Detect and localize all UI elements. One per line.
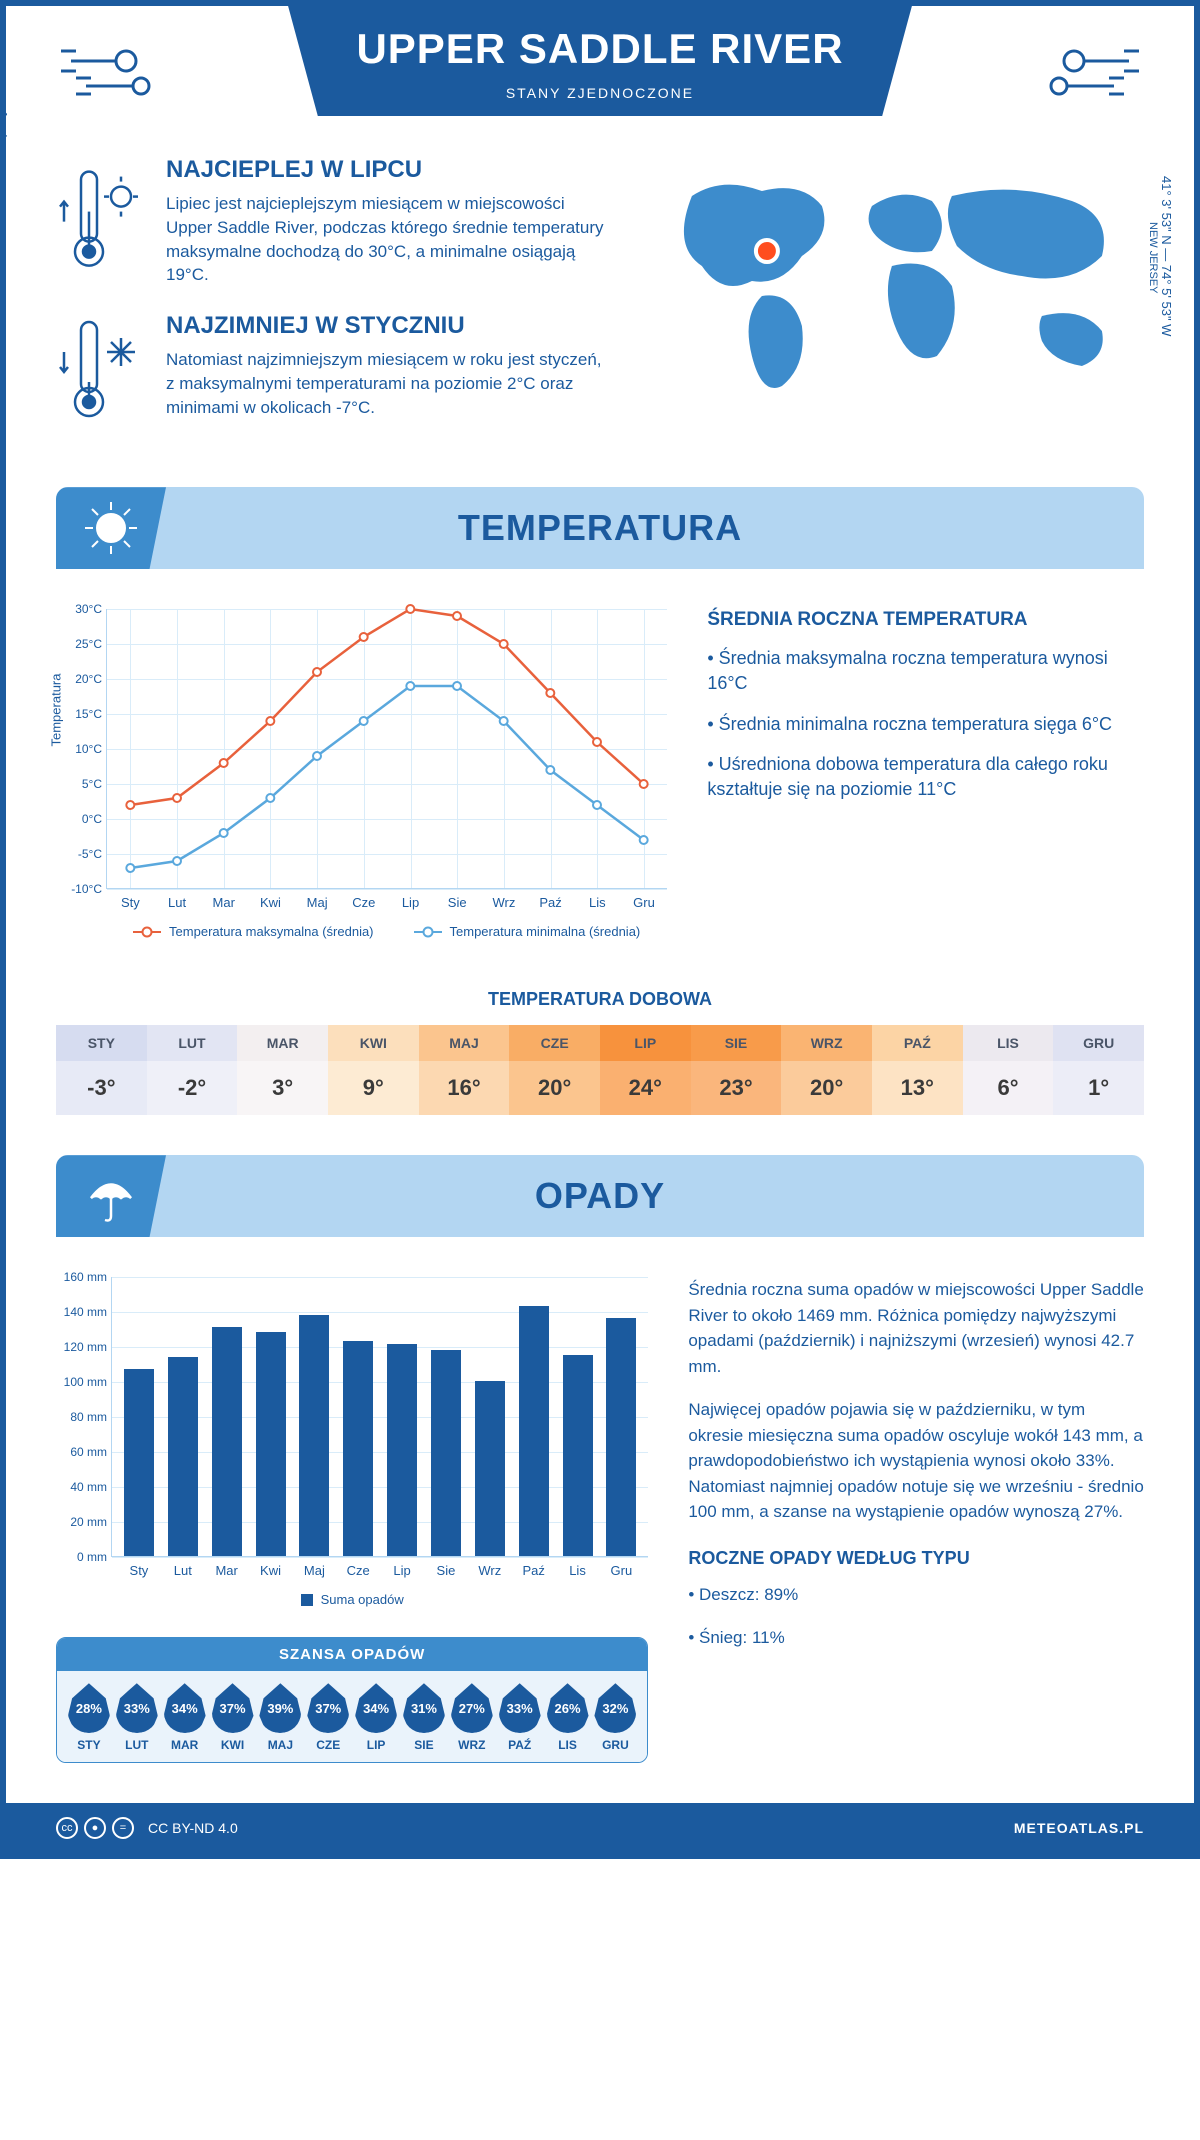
license-block: cc ● = CC BY-ND 4.0 xyxy=(56,1817,238,1839)
precip-snow: • Śnieg: 11% xyxy=(688,1625,1144,1651)
precip-legend: Suma opadów xyxy=(56,1592,648,1607)
coord-region: NEW JERSEY xyxy=(1147,180,1159,336)
temp-legend: Temperatura maksymalna (średnia) Tempera… xyxy=(106,924,667,939)
footer: cc ● = CC BY-ND 4.0 METEOATLAS.PL xyxy=(6,1803,1194,1853)
coordinates: 41° 3' 53" N — 74° 5' 53" W NEW JERSEY xyxy=(1147,176,1174,336)
chance-drop: 27%WRZ xyxy=(448,1683,496,1752)
precip-bar xyxy=(212,1327,242,1556)
chance-drop: 37%CZE xyxy=(304,1683,352,1752)
thermometer-sun-icon xyxy=(56,156,146,287)
precip-bar xyxy=(124,1369,154,1556)
daily-temp-title: TEMPERATURA DOBOWA xyxy=(6,989,1194,1010)
precip-p1: Średnia roczna suma opadów w miejscowośc… xyxy=(688,1277,1144,1379)
chance-drop: 34%LIP xyxy=(352,1683,400,1752)
license-text: CC BY-ND 4.0 xyxy=(148,1820,238,1836)
sun-icon xyxy=(56,487,166,569)
cc-icon: cc xyxy=(56,1817,78,1839)
precipitation-chart: 0 mm20 mm40 mm60 mm80 mm100 mm120 mm140 … xyxy=(111,1277,648,1557)
precip-bar xyxy=(475,1381,505,1556)
legend-min: Temperatura minimalna (średnia) xyxy=(450,924,641,939)
chance-drop: 33%PAŹ xyxy=(496,1683,544,1752)
temp-bullet-2: • Średnia minimalna roczna temperatura s… xyxy=(707,712,1144,737)
warmest-title: NAJCIEPLEJ W LIPCU xyxy=(166,156,610,184)
precip-type-title: ROCZNE OPADY WEDŁUG TYPU xyxy=(688,1545,1144,1572)
legend-max: Temperatura maksymalna (średnia) xyxy=(169,924,373,939)
precip-bar xyxy=(256,1332,286,1556)
temp-bullet-3: • Uśredniona dobowa temperatura dla całe… xyxy=(707,752,1144,802)
temp-bullet-1: • Średnia maksymalna roczna temperatura … xyxy=(707,646,1144,696)
header: UPPER SADDLE RIVER STANY ZJEDNOCZONE xyxy=(6,6,1194,136)
world-map xyxy=(640,156,1144,416)
page-subtitle: STANY ZJEDNOCZONE xyxy=(356,85,843,101)
chance-title: SZANSA OPADÓW xyxy=(57,1638,647,1671)
precip-bar xyxy=(431,1350,461,1557)
daily-temp-table: STY-3°LUT-2°MAR3°KWI9°MAJ16°CZE20°LIP24°… xyxy=(56,1025,1144,1115)
chance-drop: 28%STY xyxy=(65,1683,113,1752)
thermometer-snow-icon xyxy=(56,312,146,432)
chance-drop: 37%KWI xyxy=(209,1683,257,1752)
precipitation-header: OPADY xyxy=(56,1155,1144,1237)
precip-chance-box: SZANSA OPADÓW 28%STY33%LUT34%MAR37%KWI39… xyxy=(56,1637,648,1763)
wind-icon-right xyxy=(1024,36,1144,116)
chance-drop: 39%MAJ xyxy=(256,1683,304,1752)
temperature-summary: ŚREDNIA ROCZNA TEMPERATURA • Średnia mak… xyxy=(707,609,1144,939)
coord-latlon: 41° 3' 53" N — 74° 5' 53" W xyxy=(1159,176,1174,336)
precip-bar xyxy=(387,1344,417,1556)
precip-rain: • Deszcz: 89% xyxy=(688,1582,1144,1608)
warmest-text: Lipiec jest najcieplejszym miesiącem w m… xyxy=(166,192,610,287)
precipitation-title: OPADY xyxy=(56,1175,1144,1217)
title-block: UPPER SADDLE RIVER STANY ZJEDNOCZONE xyxy=(286,0,913,116)
coldest-text: Natomiast najzimniejszym miesiącem w rok… xyxy=(166,348,610,419)
wind-icon-left xyxy=(56,36,176,116)
chance-drop: 32%GRU xyxy=(591,1683,639,1752)
by-icon: ● xyxy=(84,1817,106,1839)
precipitation-summary: Średnia roczna suma opadów w miejscowośc… xyxy=(688,1277,1144,1763)
chance-drop: 26%LIS xyxy=(544,1683,592,1752)
precip-bar xyxy=(519,1306,549,1556)
coldest-title: NAJZIMNIEJ W STYCZNIU xyxy=(166,312,610,340)
precip-bar xyxy=(168,1357,198,1557)
coldest-fact: NAJZIMNIEJ W STYCZNIU Natomiast najzimni… xyxy=(56,312,610,432)
umbrella-icon xyxy=(56,1155,166,1237)
temperature-chart: Temperatura -10°C-5°C0°C5°C10°C15°C20°C2… xyxy=(56,609,667,939)
precip-p2: Najwięcej opadów pojawia się w październ… xyxy=(688,1397,1144,1525)
precip-bar xyxy=(606,1318,636,1556)
precip-bar xyxy=(299,1315,329,1557)
chance-drop: 31%SIE xyxy=(400,1683,448,1752)
nd-icon: = xyxy=(112,1817,134,1839)
precip-bar xyxy=(563,1355,593,1556)
temp-summary-title: ŚREDNIA ROCZNA TEMPERATURA xyxy=(707,609,1144,631)
site-name: METEOATLAS.PL xyxy=(1014,1820,1144,1836)
temperature-title: TEMPERATURA xyxy=(56,507,1144,549)
chance-drop: 34%MAR xyxy=(161,1683,209,1752)
chance-drop: 33%LUT xyxy=(113,1683,161,1752)
page-title: UPPER SADDLE RIVER xyxy=(356,25,843,73)
precip-ylabel: Opady xyxy=(0,109,8,147)
warmest-fact: NAJCIEPLEJ W LIPCU Lipiec jest najcieple… xyxy=(56,156,610,287)
precip-bar xyxy=(343,1341,373,1556)
temperature-header: TEMPERATURA xyxy=(56,487,1144,569)
